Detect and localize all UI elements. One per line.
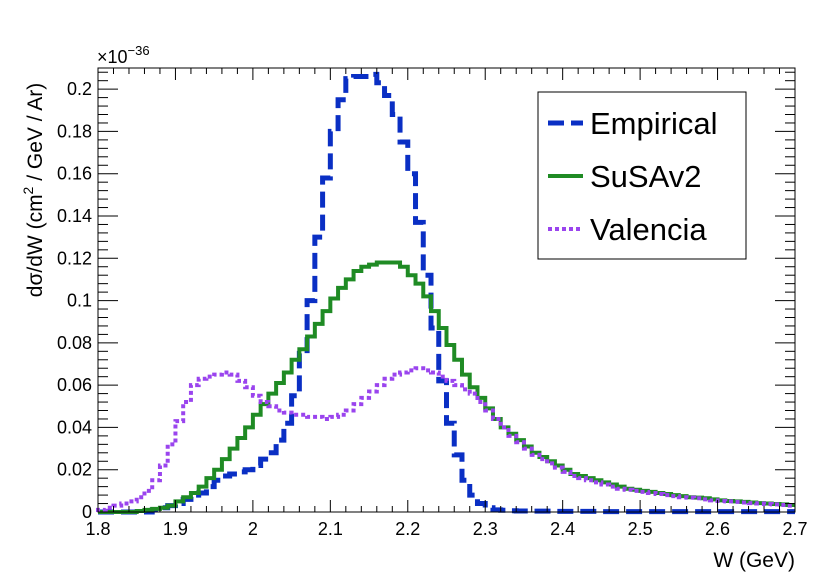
- legend-label-valencia: Valencia: [590, 212, 707, 247]
- y-tick-label: 0.2: [67, 79, 92, 99]
- y-tick-label: 0.02: [57, 460, 92, 480]
- axis-ticks: [97, 68, 796, 513]
- y-tick-label: 0: [82, 502, 92, 522]
- series-line-valencia: [96, 366, 795, 512]
- x-tick-label: 2.2: [395, 519, 420, 539]
- x-tick-label: 2.5: [628, 519, 653, 539]
- x-tick-label: 2: [248, 519, 258, 539]
- y-tick-label: 0.08: [57, 333, 92, 353]
- x-tick-label: 2.6: [705, 519, 730, 539]
- y-tick-label: 0.16: [57, 164, 92, 184]
- plot-border: [97, 67, 796, 513]
- x-tick-label: 1.8: [85, 519, 110, 539]
- y-axis-title: dσ/dW (cm2 / GeV / Ar): [20, 83, 47, 297]
- x-axis-title: W (GeV): [713, 549, 795, 572]
- legend: Empirical SuSAv2 Valencia: [537, 91, 747, 260]
- x-tick-label: 1.9: [163, 519, 188, 539]
- y-tick-label: 0.06: [57, 375, 92, 395]
- axis-labels: 1.8 1.9 2 2.1 2.2 2.3 2.4 2.5 2.6 2.7 0 0.02 0.04 0.0…: [20, 43, 808, 572]
- y-tick-label: 0.18: [57, 121, 92, 141]
- x-tick-label: 2.4: [550, 519, 575, 539]
- y-tick-label: 0.1: [67, 291, 92, 311]
- x-tick-label: 2.1: [318, 519, 343, 539]
- plot-frame: [97, 67, 796, 513]
- y-tick-label: 0.04: [57, 417, 92, 437]
- legend-label-empirical: Empirical: [590, 106, 717, 141]
- x-tick-label: 2.7: [782, 519, 807, 539]
- x-tick-label: 2.3: [473, 519, 498, 539]
- legend-label-susav2: SuSAv2: [590, 159, 701, 194]
- y-tick-label: 0.14: [57, 206, 92, 226]
- y-tick-label: 0.12: [57, 248, 92, 268]
- y-scale-factor: ×10−36: [97, 43, 150, 67]
